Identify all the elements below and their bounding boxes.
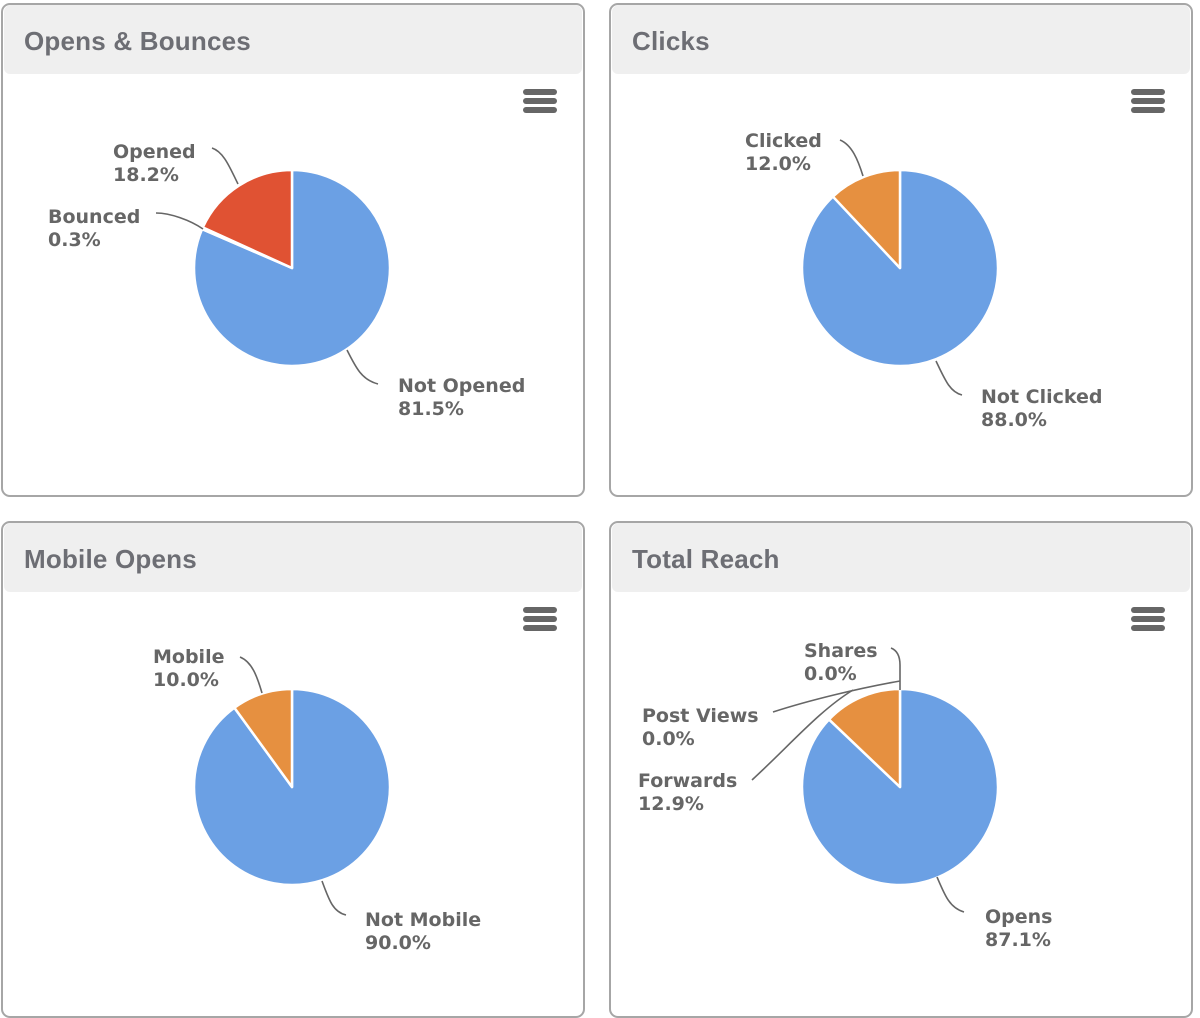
panel-header: Mobile Opens bbox=[4, 523, 582, 592]
hamburger-menu-icon[interactable] bbox=[523, 87, 557, 115]
chart-panel-clicks: Clicks bbox=[609, 3, 1193, 497]
panel-title: Clicks bbox=[632, 26, 710, 56]
panel-header: Clicks bbox=[612, 5, 1190, 74]
hamburger-menu-icon[interactable] bbox=[523, 605, 557, 633]
chart-panel-total-reach: Total Reach bbox=[609, 521, 1193, 1018]
chart-panel-opens-bounces: Opens & Bounces bbox=[1, 3, 585, 497]
panel-header: Opens & Bounces bbox=[4, 5, 582, 74]
panel-title: Total Reach bbox=[632, 544, 780, 574]
panel-header: Total Reach bbox=[612, 523, 1190, 592]
panel-title: Opens & Bounces bbox=[24, 26, 251, 56]
hamburger-menu-icon[interactable] bbox=[1131, 87, 1165, 115]
chart-panel-mobile-opens: Mobile Opens bbox=[1, 521, 585, 1018]
panel-title: Mobile Opens bbox=[24, 544, 197, 574]
hamburger-menu-icon[interactable] bbox=[1131, 605, 1165, 633]
